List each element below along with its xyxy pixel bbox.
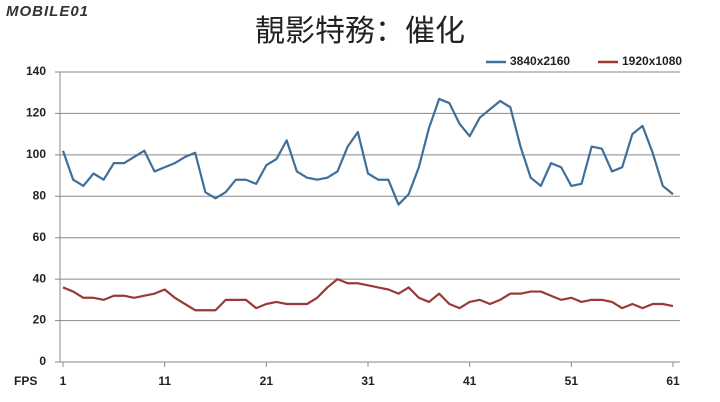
watermark: MOBILE01 — [6, 3, 89, 20]
y-tick-label: 40 — [33, 271, 47, 285]
y-tick-label: 100 — [26, 147, 46, 161]
chart-title: 靚影特務：催化 — [255, 15, 465, 48]
series-line — [62, 278, 674, 312]
x-tick-label: 41 — [463, 374, 477, 388]
legend-label: 3840x2160 — [510, 54, 570, 68]
y-tick-label: 120 — [26, 106, 46, 120]
x-tick-label: 51 — [565, 374, 579, 388]
y-tick-label: 80 — [33, 188, 47, 202]
y-tick-label: 0 — [39, 354, 46, 368]
x-tick-label: 21 — [260, 374, 274, 388]
x-axis-label: FPS — [14, 374, 37, 388]
x-tick-label: 11 — [158, 374, 171, 388]
y-tick-label: 140 — [26, 64, 46, 78]
x-tick-label: 1 — [60, 374, 67, 388]
y-tick-label: 60 — [33, 230, 47, 244]
series-line — [61, 97, 674, 206]
x-tick-label: 61 — [666, 374, 680, 388]
y-tick-label: 20 — [33, 313, 47, 327]
x-tick-label: 31 — [361, 374, 375, 388]
legend-label: 1920x1080 — [622, 54, 682, 68]
